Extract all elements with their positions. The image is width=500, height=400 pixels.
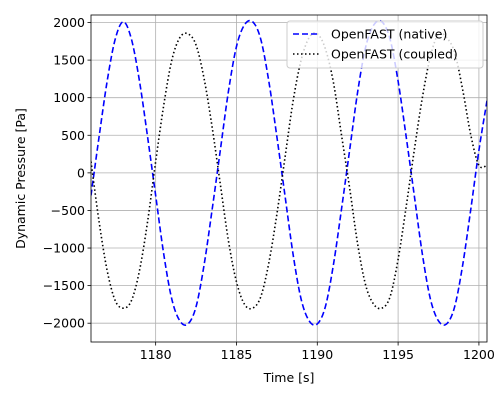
y-tick-label: 1500 [53,53,85,68]
y-tick-label: −500 [51,203,85,218]
y-axis-ticks: −2000 −1500 −1000 −500 0 500 1000 1500 2000 [43,15,91,331]
x-tick-label: 1190 [301,347,333,362]
y-axis-label: Dynamic Pressure [Pa] [13,108,28,249]
x-tick-label: 1200 [463,347,495,362]
plot-area-frame [90,14,488,343]
legend-label-coupled: OpenFAST (coupled) [331,47,458,62]
y-tick-label: −2000 [43,316,85,331]
x-tick-label: 1185 [221,347,253,362]
series-lines [91,19,487,326]
x-tick-label: 1180 [140,347,172,362]
y-tick-label: 0 [77,165,85,180]
y-tick-label: −1000 [43,241,85,256]
y-tick-label: 500 [61,128,85,143]
series-line-1 [91,31,487,310]
legend-box [286,20,484,69]
x-tick-label: 1195 [382,347,414,362]
legend-label-native: OpenFAST (native) [331,27,447,42]
legend: OpenFAST (native) OpenFAST (coupled) [286,20,484,69]
y-tick-label: 1000 [53,90,85,105]
y-tick-label: −1500 [43,278,85,293]
series-line-0 [91,19,487,326]
y-tick-label: 2000 [53,15,85,30]
x-axis-ticks: 1180 1185 1190 1195 1200 [140,342,495,362]
x-axis-label: Time [s] [263,370,315,385]
